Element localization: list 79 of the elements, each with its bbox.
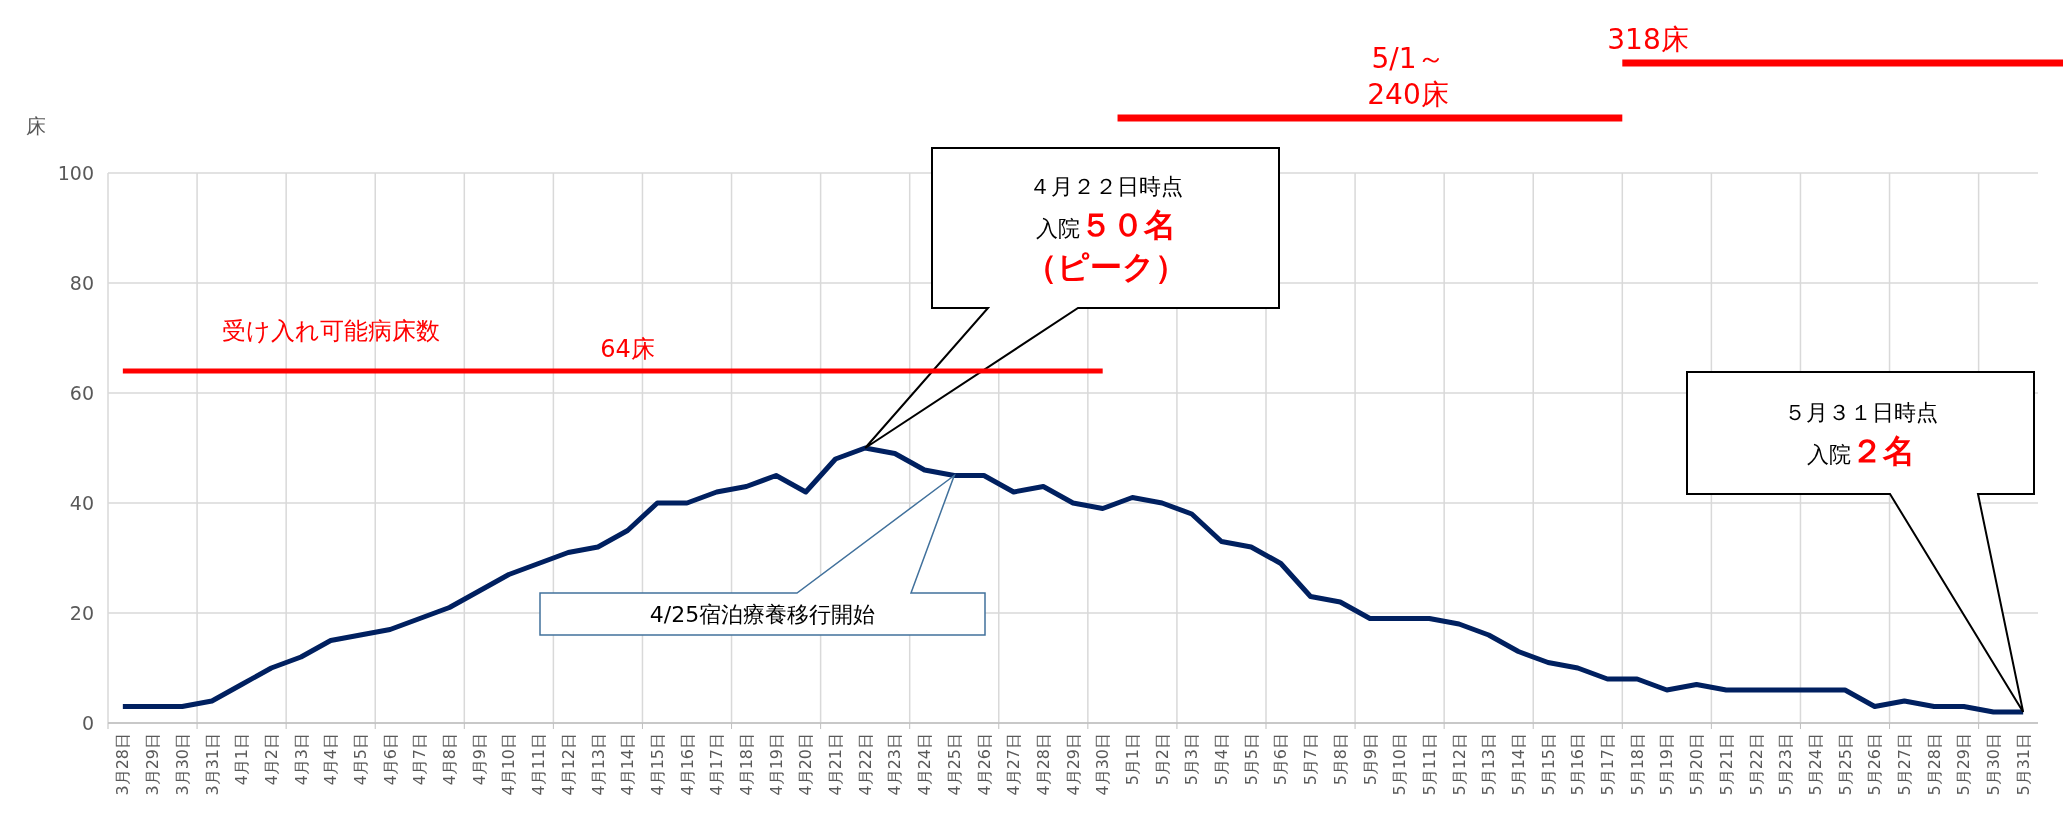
- x-tick-label: 4月8日: [440, 733, 460, 786]
- x-tick-label: 4月28日: [1033, 733, 1053, 796]
- x-tick-label: 4月6日: [380, 733, 400, 786]
- x-tick-label: 4月26日: [974, 733, 994, 796]
- y-tick-label: 100: [57, 161, 94, 184]
- x-tick-label: 4月20日: [796, 733, 816, 796]
- y-axis-title: 床: [26, 114, 46, 138]
- x-tick-label: 4月11日: [529, 733, 549, 796]
- text: 318床: [1607, 23, 1689, 56]
- x-tick-label: 4月24日: [915, 733, 935, 796]
- x-tick-label: 5月8日: [1330, 733, 1350, 786]
- x-tick-label: 4月5日: [350, 733, 370, 786]
- x-tick-label: 4月9日: [469, 733, 489, 786]
- annotation: 64床: [600, 335, 655, 363]
- text: 5/1～ 240床: [1367, 42, 1449, 111]
- x-tick-label: 4月19日: [766, 733, 786, 796]
- x-tick-label: 5月17日: [1598, 733, 1618, 796]
- x-tick-label: 5月21日: [1716, 733, 1736, 796]
- x-tick-label: 4月16日: [677, 733, 697, 796]
- annotation: 4/25宿泊療養移行開始: [649, 602, 876, 627]
- x-tick-label: 5月1日: [1122, 733, 1142, 786]
- annotation: ５月３１日時点入院２名: [1783, 400, 1938, 470]
- x-tick-label: 5月27日: [1894, 733, 1914, 796]
- x-tick-label: 4月10日: [499, 733, 519, 796]
- x-tick-label: 5月28日: [1924, 733, 1944, 796]
- x-tick-label: 4月30日: [1093, 733, 1113, 796]
- x-tick-label: 3月30日: [172, 733, 192, 796]
- x-tick-label: 5月22日: [1746, 733, 1766, 796]
- x-tick-label: 4月27日: [1004, 733, 1024, 796]
- x-tick-label: 5月16日: [1568, 733, 1588, 796]
- x-tick-label: 5月20日: [1687, 733, 1707, 796]
- x-tick-label: 4月23日: [885, 733, 905, 796]
- x-tick-label: 3月29日: [143, 733, 163, 796]
- x-tick-label: 5月3日: [1182, 733, 1202, 786]
- series-label: 受け入れ可能病床数: [221, 317, 440, 345]
- x-tick-label: 5月19日: [1657, 733, 1677, 796]
- y-tick-label: 80: [69, 271, 94, 294]
- x-tick-label: 5月25日: [1835, 733, 1855, 796]
- y-tick-label: 60: [69, 381, 94, 404]
- x-tick-label: 4月13日: [588, 733, 608, 796]
- x-tick-label: 5月7日: [1301, 733, 1321, 786]
- x-tick-label: 5月6日: [1271, 733, 1291, 786]
- x-tick-label: 5月10日: [1390, 733, 1410, 796]
- x-tick-label: 5月4日: [1212, 733, 1232, 786]
- x-tick-label: 5月14日: [1508, 733, 1528, 796]
- x-tick-label: 4月1日: [232, 733, 252, 786]
- x-tick-label: 3月28日: [113, 733, 133, 796]
- x-tick-label: 4月17日: [707, 733, 727, 796]
- x-tick-label: 4月25日: [944, 733, 964, 796]
- x-tick-label: 5月5日: [1241, 733, 1261, 786]
- x-tick-label: 5月9日: [1360, 733, 1380, 786]
- x-tick-label: 5月29日: [1954, 733, 1974, 796]
- y-tick-label: 40: [69, 491, 94, 514]
- y-tick-label: 0: [81, 711, 94, 734]
- x-tick-label: 5月12日: [1449, 733, 1469, 796]
- x-tick-label: 4月15日: [647, 733, 667, 796]
- y-tick-label: 20: [69, 601, 94, 624]
- x-tick-label: 4月29日: [1063, 733, 1083, 796]
- x-tick-label: 4月12日: [558, 733, 578, 796]
- x-tick-label: 5月11日: [1419, 733, 1439, 796]
- x-tick-label: 5月2日: [1152, 733, 1172, 786]
- x-tick-label: 4月2日: [261, 733, 281, 786]
- x-tick-label: 4月7日: [410, 733, 430, 786]
- x-tick-label: 4月18日: [736, 733, 756, 796]
- x-tick-label: 5月23日: [1776, 733, 1796, 796]
- x-tick-label: 5月18日: [1627, 733, 1647, 796]
- x-tick-label: 5月26日: [1865, 733, 1885, 796]
- annotation: ４月２２日時点入院５０名（ピーク）: [1024, 174, 1187, 286]
- x-tick-label: 4月14日: [618, 733, 638, 796]
- x-tick-label: 5月31日: [2013, 733, 2033, 796]
- x-tick-label: 4月3日: [291, 733, 311, 786]
- x-tick-label: 5月15日: [1538, 733, 1558, 796]
- x-tick-label: 5月30日: [1984, 733, 2004, 796]
- x-tick-label: 4月21日: [826, 733, 846, 796]
- x-tick-label: 4月4日: [321, 733, 341, 786]
- x-tick-label: 3月31日: [202, 733, 222, 796]
- x-tick-label: 4月22日: [855, 733, 875, 796]
- x-tick-label: 5月24日: [1805, 733, 1825, 796]
- x-tick-label: 5月13日: [1479, 733, 1499, 796]
